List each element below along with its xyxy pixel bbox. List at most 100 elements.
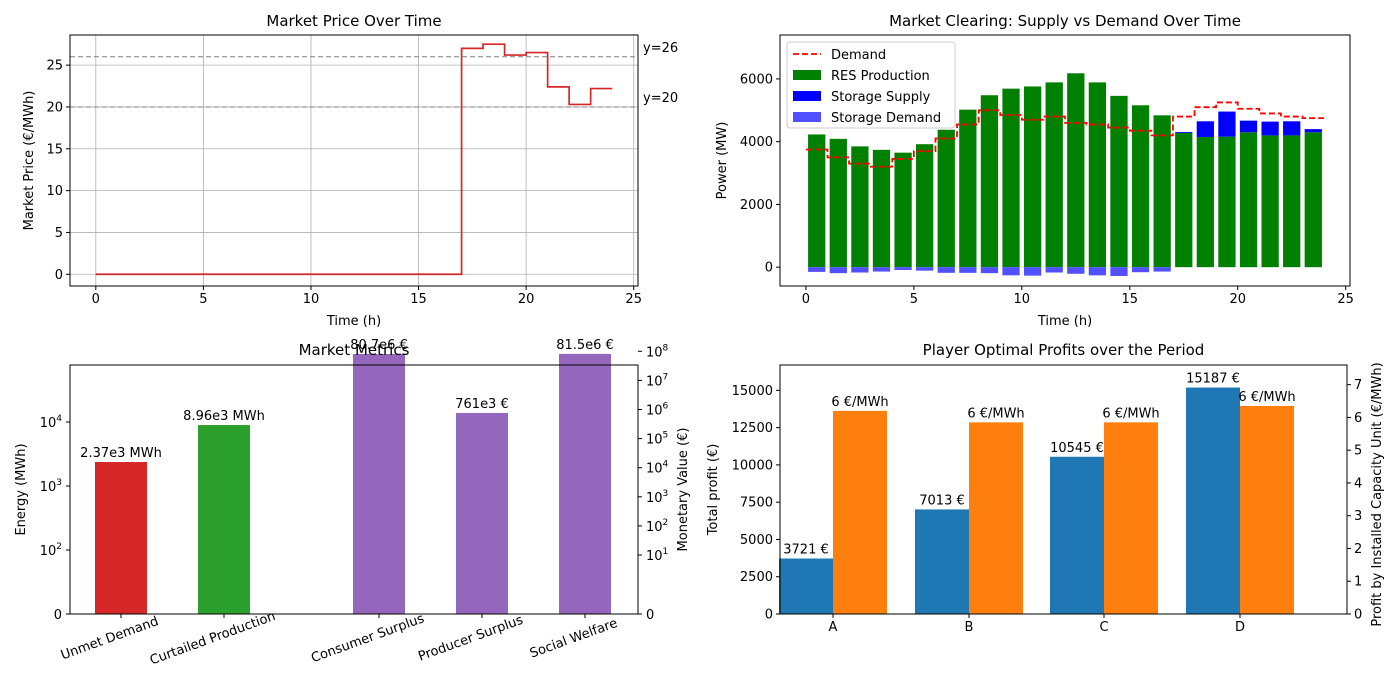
metrics-left-tick: 104 [40, 414, 63, 431]
profits-y-label: Total profit (€) [706, 444, 721, 537]
res-production-bar [808, 134, 826, 268]
profit-right-tick: 0 [1354, 608, 1362, 623]
res-production-bar [1304, 132, 1322, 268]
storage-demand-bar [1153, 267, 1171, 272]
unit-profit-label: 6 €/MWh [1238, 390, 1295, 405]
metrics-plot-frame [69, 364, 639, 615]
supply-x-tick: 20 [1229, 292, 1246, 307]
storage-demand-bar [894, 267, 912, 270]
supply-x-label: Time (h) [1037, 314, 1092, 329]
price-x-tick: 0 [92, 292, 100, 307]
total-profit-label: 10545 € [1050, 441, 1104, 456]
storage-supply-bar [1239, 120, 1258, 133]
storage-demand-bar [872, 267, 891, 272]
metrics-y-label: Energy (MWh) [14, 443, 29, 535]
profits-y-label-right: Profit by Installed Capacity Unit (€/MWh… [1370, 362, 1385, 626]
storage-demand-bar [1067, 267, 1085, 274]
metrics-left-tick: 0 [54, 608, 62, 623]
supply-legend-box [786, 41, 956, 129]
res-production-bar [829, 138, 847, 268]
price-y-tick: 20 [46, 100, 63, 115]
metric-category-label: Curtailed Production [148, 609, 278, 668]
supply-x-tick: 15 [1121, 292, 1138, 307]
res-production-bar [1153, 115, 1171, 268]
storage-supply-bar [1218, 111, 1236, 137]
supply-y-label: Power (MW) [715, 122, 730, 200]
storage-supply-bar [1196, 121, 1214, 137]
metric-category-label: Producer Surplus [416, 613, 525, 665]
price-reference-label: y=20 [643, 91, 678, 106]
res-production-bar [1067, 73, 1085, 268]
res-production-bar [1045, 82, 1063, 268]
profit-right-tick: 5 [1354, 444, 1362, 459]
price-y-tick: 25 [46, 59, 63, 74]
res-production-bar [1023, 86, 1042, 268]
legend-label: Demand [831, 48, 886, 63]
total-profit-label: 7013 € [919, 493, 965, 508]
res-production-bar [959, 109, 977, 268]
price-y-tick: 0 [55, 268, 63, 283]
profit-right-tick: 7 [1354, 378, 1362, 393]
storage-demand-bar [1088, 267, 1107, 276]
price-x-tick: 5 [199, 292, 207, 307]
metric-bar-label: 8.96e3 MWh [183, 409, 265, 424]
res-production-bar [1131, 105, 1150, 268]
total-profit-bar [1186, 387, 1240, 614]
metrics-chart-title: Market Metrics [299, 341, 410, 359]
storage-demand-bar [851, 267, 869, 273]
total-profit-bar [779, 558, 833, 614]
unit-profit-label: 6 €/MWh [831, 395, 888, 410]
total-profit-bar [915, 509, 969, 614]
metrics-y-label-right: Monetary Value (€) [676, 428, 691, 552]
res-production-bar [894, 152, 912, 268]
metric-bar-label: 81.5e6 € [556, 338, 614, 353]
metrics-right-tick: 107 [646, 372, 668, 389]
price-y-tick: 5 [55, 226, 63, 241]
supply-y-tick: 6000 [740, 72, 773, 87]
price-y-label: Market Price (€/MWh) [22, 91, 37, 231]
supply-x-tick: 0 [802, 292, 810, 307]
price-x-tick: 15 [410, 292, 427, 307]
profit-left-tick: 10000 [732, 458, 773, 473]
total-profit-label: 15187 € [1186, 372, 1240, 387]
legend-label: RES Production [831, 69, 930, 84]
supply-y-tick: 4000 [740, 135, 773, 150]
res-production-bar [872, 149, 891, 268]
unit-profit-bar [833, 410, 887, 614]
price-reference-label: y=26 [643, 41, 678, 56]
price-x-label: Time (h) [326, 314, 381, 329]
res-production-bar [916, 144, 934, 268]
metric-bar [353, 354, 405, 614]
profits-plot-frame [779, 364, 1348, 615]
unit-profit-bar [1240, 405, 1294, 614]
demand-line [805, 101, 1325, 168]
unit-profit-bar [969, 422, 1023, 614]
profit-right-tick: 2 [1354, 542, 1362, 557]
storage-demand-bar [808, 267, 826, 272]
player-x-tick: C [1099, 620, 1108, 635]
storage-demand-bar [1110, 267, 1128, 276]
unit-profit-label: 6 €/MWh [1102, 406, 1159, 421]
profit-right-tick: 3 [1354, 509, 1362, 524]
metric-bar [456, 412, 508, 614]
metrics-left-tick: 103 [40, 478, 62, 495]
storage-demand-bar [1045, 267, 1063, 273]
price-x-tick: 20 [518, 292, 535, 307]
supply-x-tick: 25 [1337, 292, 1354, 307]
price-y-tick: 15 [46, 142, 63, 157]
price-x-tick: 25 [625, 292, 642, 307]
legend-label: Storage Supply [831, 90, 931, 105]
storage-demand-bar [959, 267, 977, 273]
metrics-right-tick: 106 [646, 402, 669, 419]
metrics-right-tick: 101 [646, 547, 668, 564]
res-production-bar [851, 146, 869, 268]
metric-category-label: Unmet Demand [59, 614, 161, 663]
price-line [95, 43, 613, 276]
profit-left-tick: 7500 [740, 496, 773, 511]
legend-swatch [793, 91, 821, 101]
res-production-bar [1196, 136, 1214, 268]
price-y-tick: 10 [46, 184, 63, 199]
supply-x-tick: 10 [1014, 292, 1031, 307]
storage-demand-bar [1002, 267, 1020, 276]
res-production-bar [1218, 136, 1236, 268]
